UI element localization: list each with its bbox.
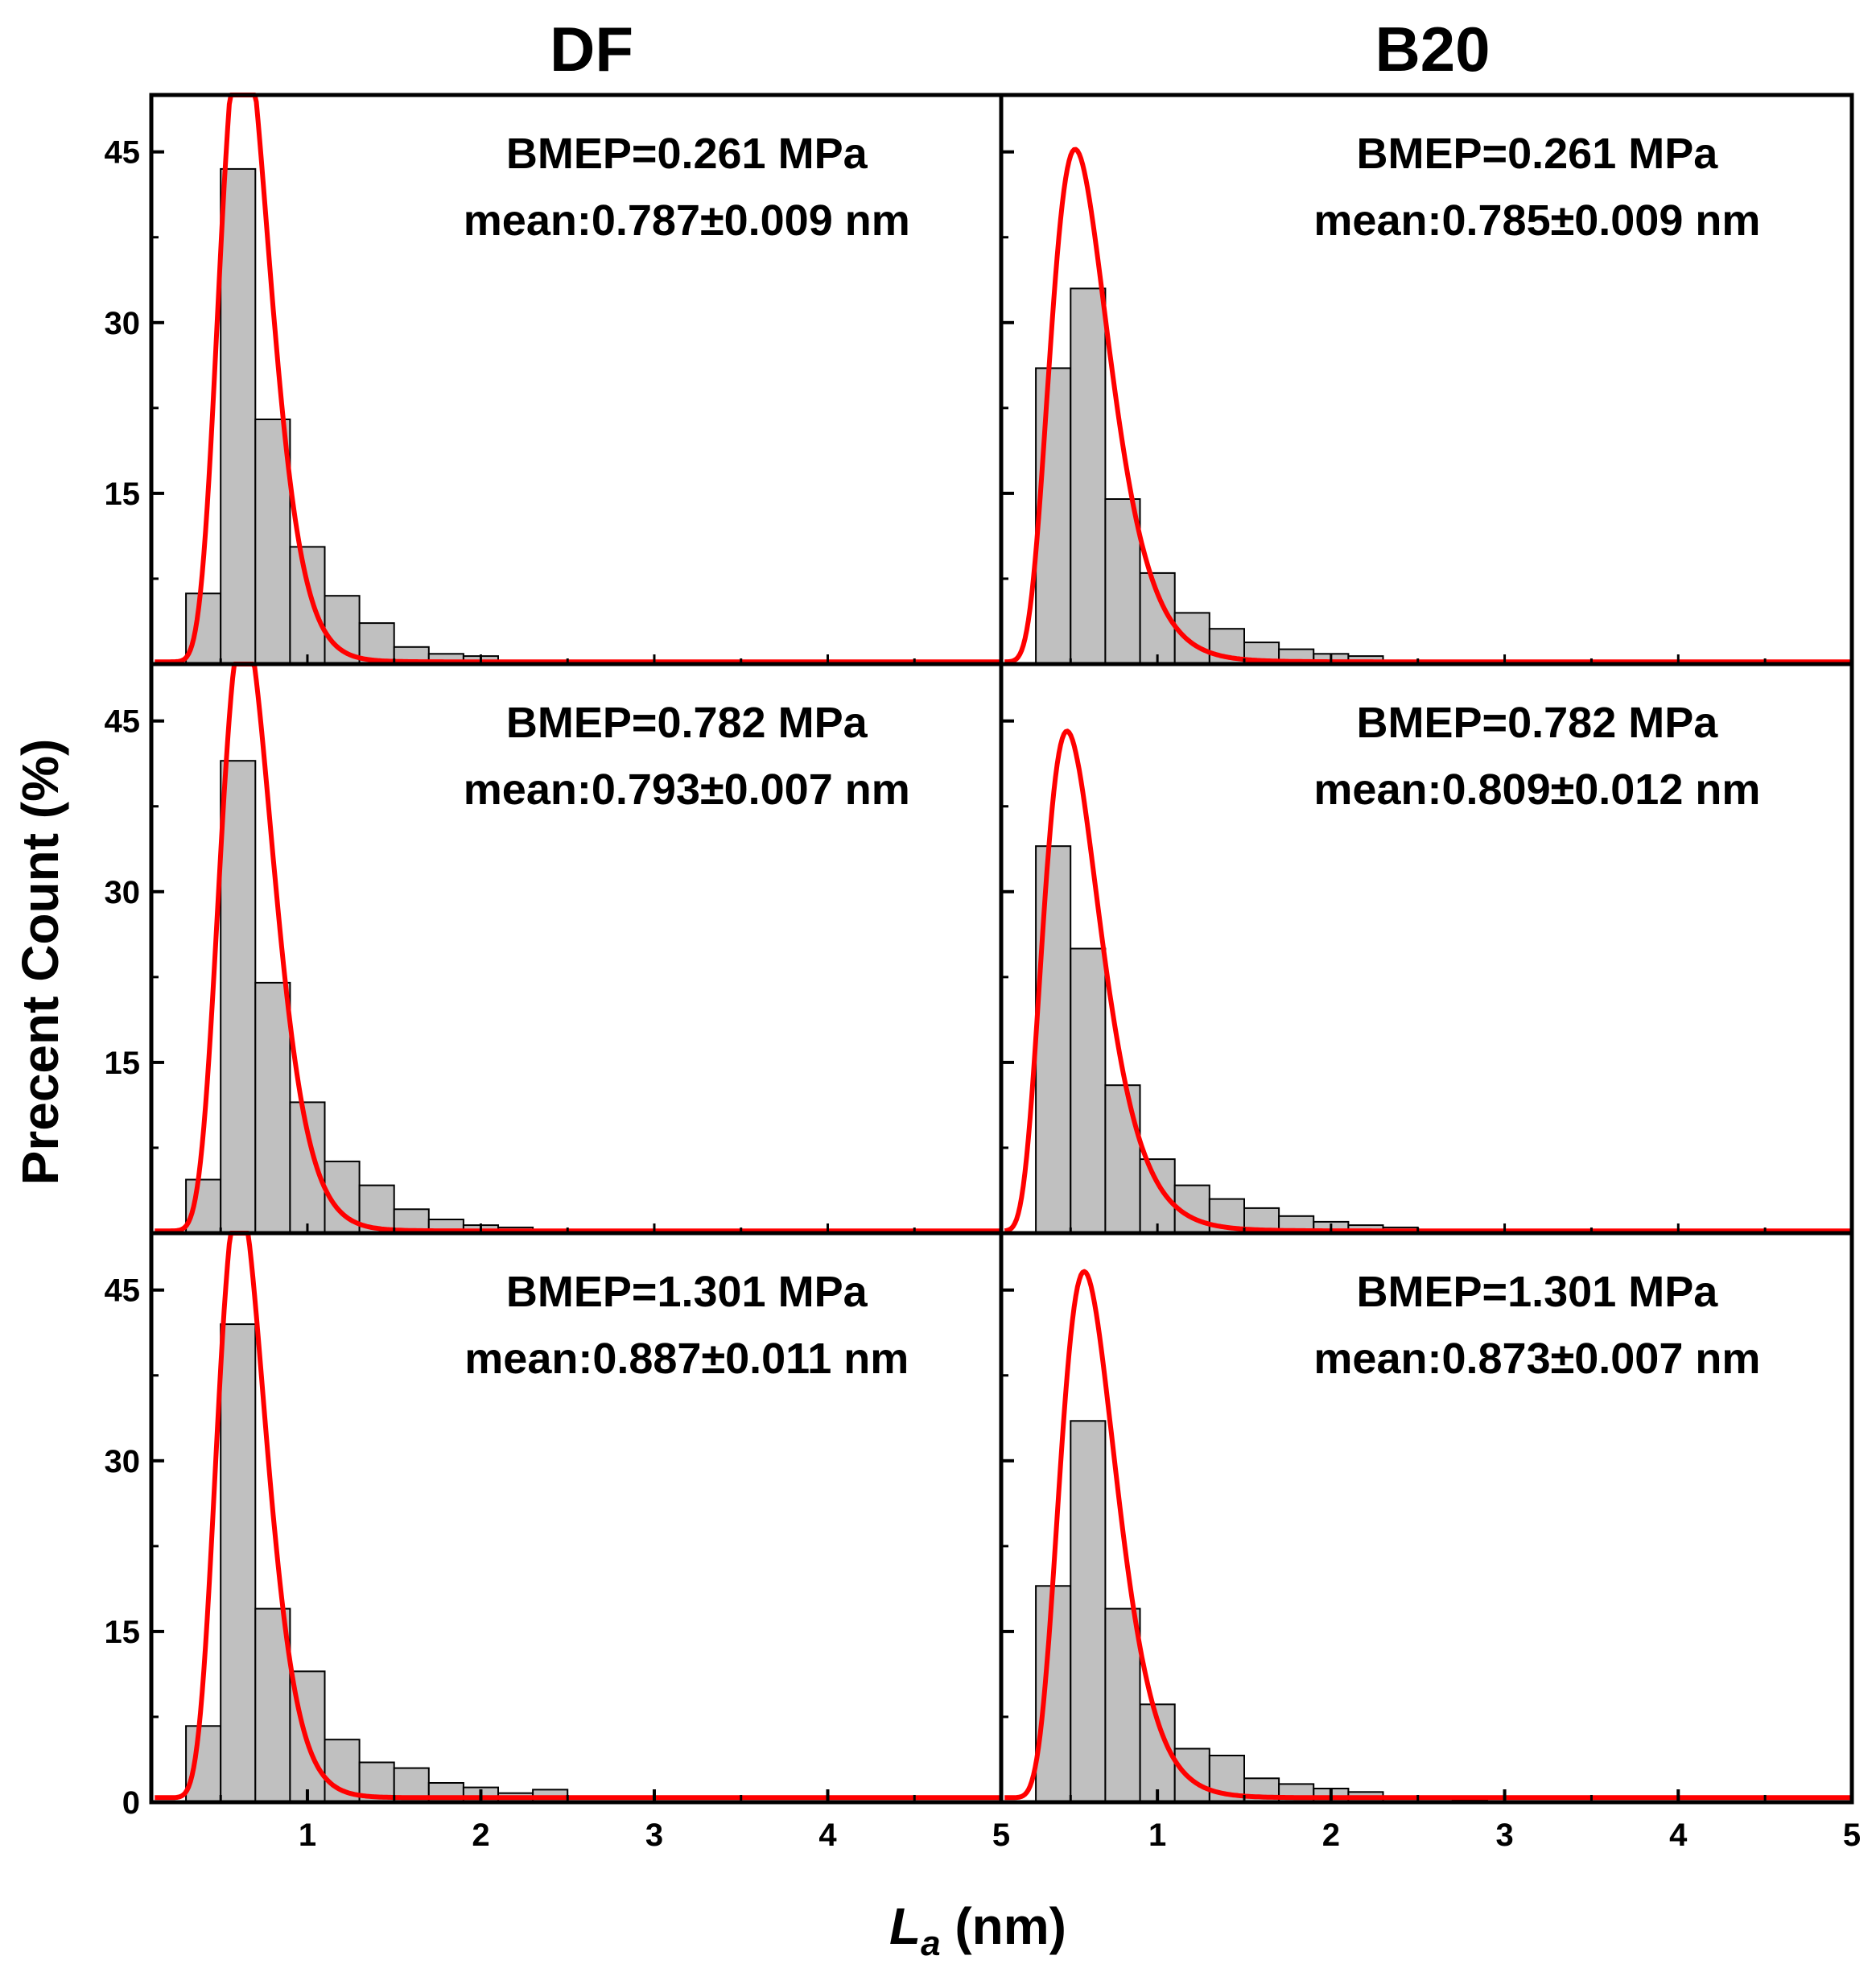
fit-curve-5 [1004,1269,1853,1801]
histogram-bar-4-1 [220,1323,257,1803]
histogram-bar-3-1 [1070,947,1107,1234]
x-axis-title-symbol: L [889,1897,921,1955]
y-tick-label: 15 [105,1615,141,1650]
y-tick-label: 30 [105,1444,141,1479]
fit-curve-4 [154,1231,1002,1801]
y-tick-label: 45 [105,1273,141,1309]
histogram-bar-0-2 [254,419,291,665]
bmep-label: BMEP=0.782 MPa [1357,699,1719,747]
bmep-label: BMEP=0.261 MPa [1357,130,1719,178]
y-tick-label: 30 [105,875,141,910]
histogram-bar-5-4 [1173,1747,1210,1803]
fit-curve-0 [154,93,1002,665]
x-tick-label: 1 [1148,1818,1166,1853]
histogram-bar-5-1 [1070,1420,1107,1804]
y-tick-label: 30 [105,306,141,341]
x-tick-label: 4 [1669,1818,1688,1853]
x-tick-label: 4 [818,1818,837,1853]
frames-layer [149,93,1854,1805]
y-tick-label: 15 [105,1046,141,1081]
y-axis-title: Precent Count (%) [11,739,69,1186]
histogram-bar-3-3 [1139,1158,1176,1234]
histogram-bar-5-0 [1035,1585,1072,1804]
mean-label: mean:0.809±0.012 nm [1313,765,1760,814]
bmep-label: BMEP=1.301 MPa [1357,1268,1719,1316]
x-tick-label: 5 [992,1818,1010,1853]
histogram-bar-1-0 [1035,367,1072,665]
histogram-bar-0-3 [289,546,326,666]
y-tick-label: 0 [122,1785,140,1821]
fit-curve-1 [1004,146,1853,665]
y-tick-label: 15 [105,477,141,512]
x-tick-label: 5 [1843,1818,1861,1853]
fit-curve-3 [1004,728,1853,1234]
mean-label: mean:0.787±0.009 nm [464,196,910,245]
x-tick-label: 2 [472,1818,489,1853]
fit-curve-2 [154,662,1002,1234]
bmep-label: BMEP=0.261 MPa [506,130,868,178]
histogram-bar-2-2 [254,981,291,1235]
histogram-bar-4-2 [254,1607,291,1803]
y-tick-label: 45 [105,704,141,740]
histogram-bar-5-2 [1104,1607,1141,1803]
x-tick-label: 1 [299,1818,316,1853]
fit-curves-layer [154,93,1853,1801]
bars-layer [185,167,1489,1804]
histogram-bar-0-1 [220,167,257,665]
x-tick-label: 3 [645,1818,663,1853]
histogram-bar-4-0 [185,1725,222,1804]
column-title-df: DF [550,14,633,85]
x-axis-title: La (nm) [889,1897,1066,1963]
x-axis-title-unit: (nm) [941,1897,1066,1955]
histogram-bar-1-4 [1173,612,1210,666]
x-tick-label: 2 [1322,1818,1340,1853]
mean-label: mean:0.887±0.011 nm [464,1335,909,1383]
histogram-bar-2-1 [220,760,257,1234]
x-axis-title-subscript: a [921,1924,940,1963]
bmep-label: BMEP=1.301 MPa [506,1268,868,1316]
mean-label: mean:0.873±0.007 nm [1313,1335,1760,1383]
histogram-bar-1-1 [1070,287,1107,665]
mean-label: mean:0.793±0.007 nm [464,765,910,814]
x-tick-label: 3 [1495,1818,1513,1853]
y-tick-label: 45 [105,135,141,171]
histogram-bar-0-4 [324,595,361,666]
mean-label: mean:0.785±0.009 nm [1313,196,1760,245]
histogram-bar-3-0 [1035,845,1072,1234]
histogram-bar-3-2 [1104,1084,1141,1234]
histogram-bar-1-2 [1104,498,1141,665]
column-title-b20: B20 [1375,14,1490,85]
bmep-label: BMEP=0.782 MPa [506,699,868,747]
